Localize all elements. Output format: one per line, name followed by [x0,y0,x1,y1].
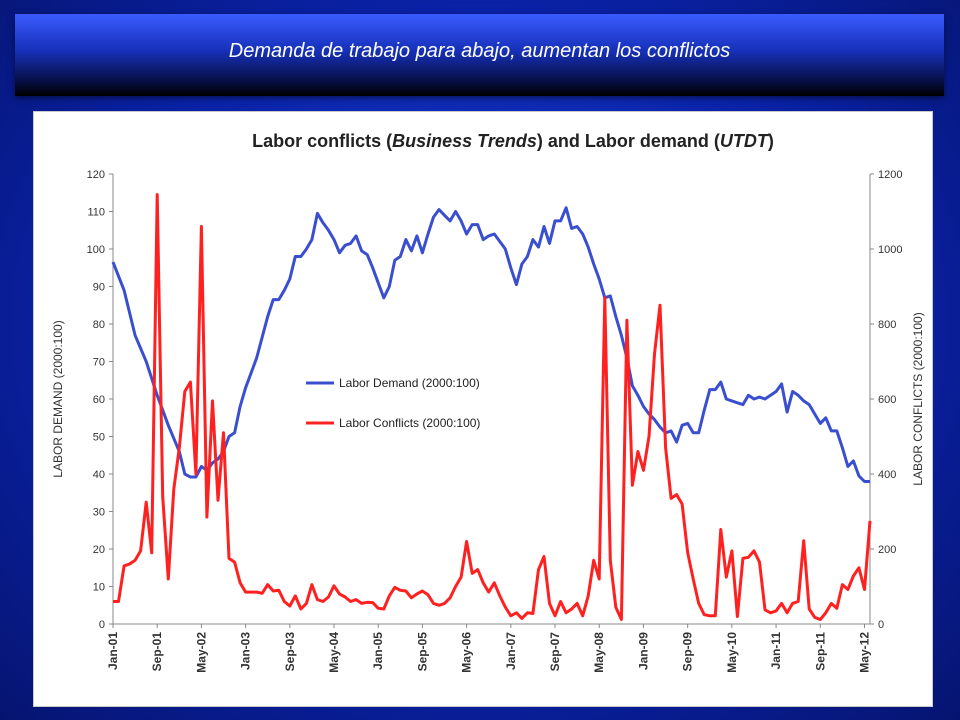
right-tick-label: 600 [878,394,896,406]
legend-label: Labor Conflicts (2000:100) [339,416,480,430]
left-tick-label: 60 [93,394,105,406]
right-tick-label: 0 [878,619,884,631]
x-tick-label: May-12 [857,632,871,673]
left-tick-label: 30 [93,507,105,519]
x-tick-label: Sep-09 [681,632,695,672]
series-lines [111,193,872,621]
left-tick-label: 110 [87,207,105,219]
x-tick-label: Jan-05 [371,632,385,670]
left-tick-label: 10 [93,582,105,594]
left-tick-label: 20 [93,544,105,556]
legend-label: Labor Demand (2000:100) [339,376,480,390]
axes: 0102030405060708090100110120020040060080… [51,169,925,673]
right-tick-label: 1000 [878,244,902,256]
chart-title-part-4: ) [768,131,774,151]
left-tick-label: 40 [93,469,105,481]
y-axis-title-right: LABOR CONFLICTS (2000:100) [911,312,925,485]
series-line-labor-conflicts [113,193,872,621]
left-tick-label: 100 [87,244,105,256]
right-tick-label: 800 [878,319,896,331]
chart-panel: Labor conflicts (Business Trends) and La… [33,111,933,707]
chart-title-part-0: Labor conflicts ( [252,131,392,151]
legend: Labor Demand (2000:100) Labor Conflicts (… [292,364,518,434]
slide-title: Demanda de trabajo para abajo, aumentan … [228,39,731,62]
series-line-labor-demand [111,206,870,483]
left-tick-label: 70 [93,357,105,369]
x-tick-label: Sep-05 [415,632,429,672]
x-tick-label: Jan-09 [636,632,650,670]
dual-axis-line-chart: Labor conflicts (Business Trends) and La… [34,112,932,706]
x-tick-label: Jan-07 [504,632,518,670]
x-tick-label: May-04 [327,632,341,673]
left-tick-label: 50 [93,432,105,444]
chart-title-part-3: UTDT [720,131,770,151]
chart-title-part-2: ) and Labor demand ( [537,131,720,151]
x-tick-label: May-02 [194,632,208,673]
x-tick-label: Sep-07 [548,632,562,672]
x-tick-label: May-10 [725,632,739,673]
left-tick-label: 90 [93,282,105,294]
y-axis-title-left: LABOR DEMAND (2000:100) [51,320,65,477]
x-tick-label: May-06 [460,632,474,673]
x-tick-label: Sep-11 [813,632,827,671]
x-tick-label: Jan-01 [106,632,120,670]
right-tick-label: 1200 [878,169,902,181]
right-tick-label: 400 [878,469,896,481]
chart-title: Labor conflicts (Business Trends) and La… [252,131,774,151]
x-tick-label: Jan-03 [239,632,253,670]
right-tick-label: 200 [878,544,896,556]
left-tick-label: 80 [93,319,105,331]
slide-title-bar: Demanda de trabajo para abajo, aumentan … [15,14,944,96]
x-tick-label: Sep-01 [150,632,164,672]
left-tick-label: 0 [99,619,105,631]
left-tick-label: 120 [87,169,105,181]
chart-title-part-1: Business Trends [392,131,537,151]
x-tick-label: Sep-03 [283,632,297,672]
x-tick-label: Jan-11 [769,632,783,670]
x-tick-label: May-08 [592,632,606,673]
